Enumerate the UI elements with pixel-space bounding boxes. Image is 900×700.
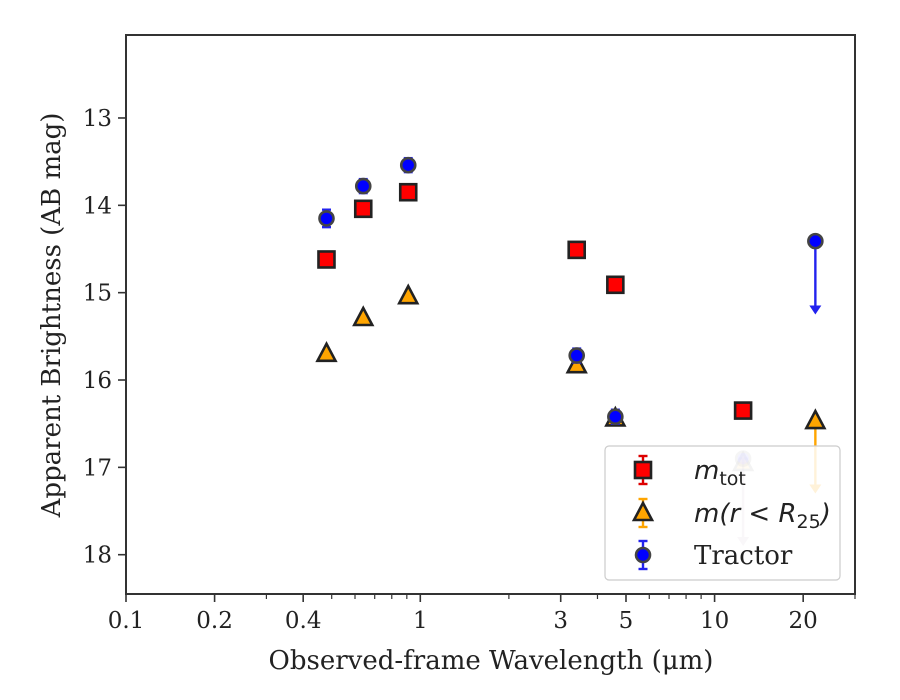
y-tick-label: 14 xyxy=(83,193,112,219)
data-point xyxy=(318,210,335,227)
data-point xyxy=(807,232,824,250)
marker-square xyxy=(733,401,753,420)
legend-marker xyxy=(631,500,655,522)
x-tick-label: 0.1 xyxy=(108,608,145,634)
series-square xyxy=(317,182,753,420)
y-tick-label: 18 xyxy=(83,543,112,569)
marker-triangle xyxy=(397,283,420,305)
legend-label: m(r < R25) xyxy=(694,499,831,533)
limit-arrowhead xyxy=(809,305,822,315)
marker-circle xyxy=(399,156,417,174)
legend-entry: m(r < R25) xyxy=(631,497,831,533)
marker-triangle xyxy=(631,500,655,522)
upper-limit-arrow xyxy=(809,239,822,315)
legend-entry: Tractor xyxy=(634,539,793,571)
data-point xyxy=(606,275,625,295)
data-point xyxy=(398,182,418,202)
marker-square xyxy=(606,275,625,295)
marker-circle xyxy=(568,347,586,364)
data-point xyxy=(399,156,417,174)
data-point xyxy=(804,408,827,430)
legend-box xyxy=(604,445,841,581)
marker-triangle xyxy=(804,408,827,430)
y-tick-label: 15 xyxy=(83,281,112,307)
data-point xyxy=(315,341,338,363)
data-point xyxy=(317,250,336,269)
x-tick-label: 20 xyxy=(789,608,818,634)
marker-triangle xyxy=(315,341,338,363)
marker-circle xyxy=(354,177,372,195)
plot-frame xyxy=(125,34,856,595)
marker-circle xyxy=(807,232,824,250)
y-tick-label: 16 xyxy=(83,368,112,394)
marker-square xyxy=(633,460,653,480)
data-point xyxy=(567,240,587,260)
x-tick-label: 10 xyxy=(700,608,729,634)
marker-square xyxy=(567,240,587,260)
data-point xyxy=(397,283,420,305)
data-point xyxy=(607,408,624,425)
data-point xyxy=(352,305,375,327)
marker-square xyxy=(317,250,336,269)
data-point xyxy=(568,347,586,364)
marker-circle xyxy=(634,546,652,564)
legend-marker xyxy=(634,546,652,564)
y-axis-label: Apparent Brightness (AB mag) xyxy=(37,113,67,519)
data-point xyxy=(354,177,372,195)
marker-circle xyxy=(318,210,335,227)
marker-circle xyxy=(607,408,624,425)
x-tick-label: 0.2 xyxy=(196,608,233,634)
x-axis-label: Observed-frame Wavelength (μm) xyxy=(269,646,714,676)
marker-triangle xyxy=(352,305,375,327)
y-tick-label: 17 xyxy=(83,455,112,481)
marker-square xyxy=(353,199,373,219)
legend-marker xyxy=(633,460,653,480)
x-tick-label: 0.4 xyxy=(285,608,322,634)
data-point xyxy=(353,199,373,219)
legend-label: Tractor xyxy=(694,541,793,571)
marker-square xyxy=(398,182,418,202)
x-tick-label: 3 xyxy=(553,608,568,634)
x-tick-label: 1 xyxy=(413,608,428,634)
y-tick-label: 13 xyxy=(83,106,112,132)
data-point xyxy=(733,401,753,420)
x-tick-label: 5 xyxy=(619,608,634,634)
